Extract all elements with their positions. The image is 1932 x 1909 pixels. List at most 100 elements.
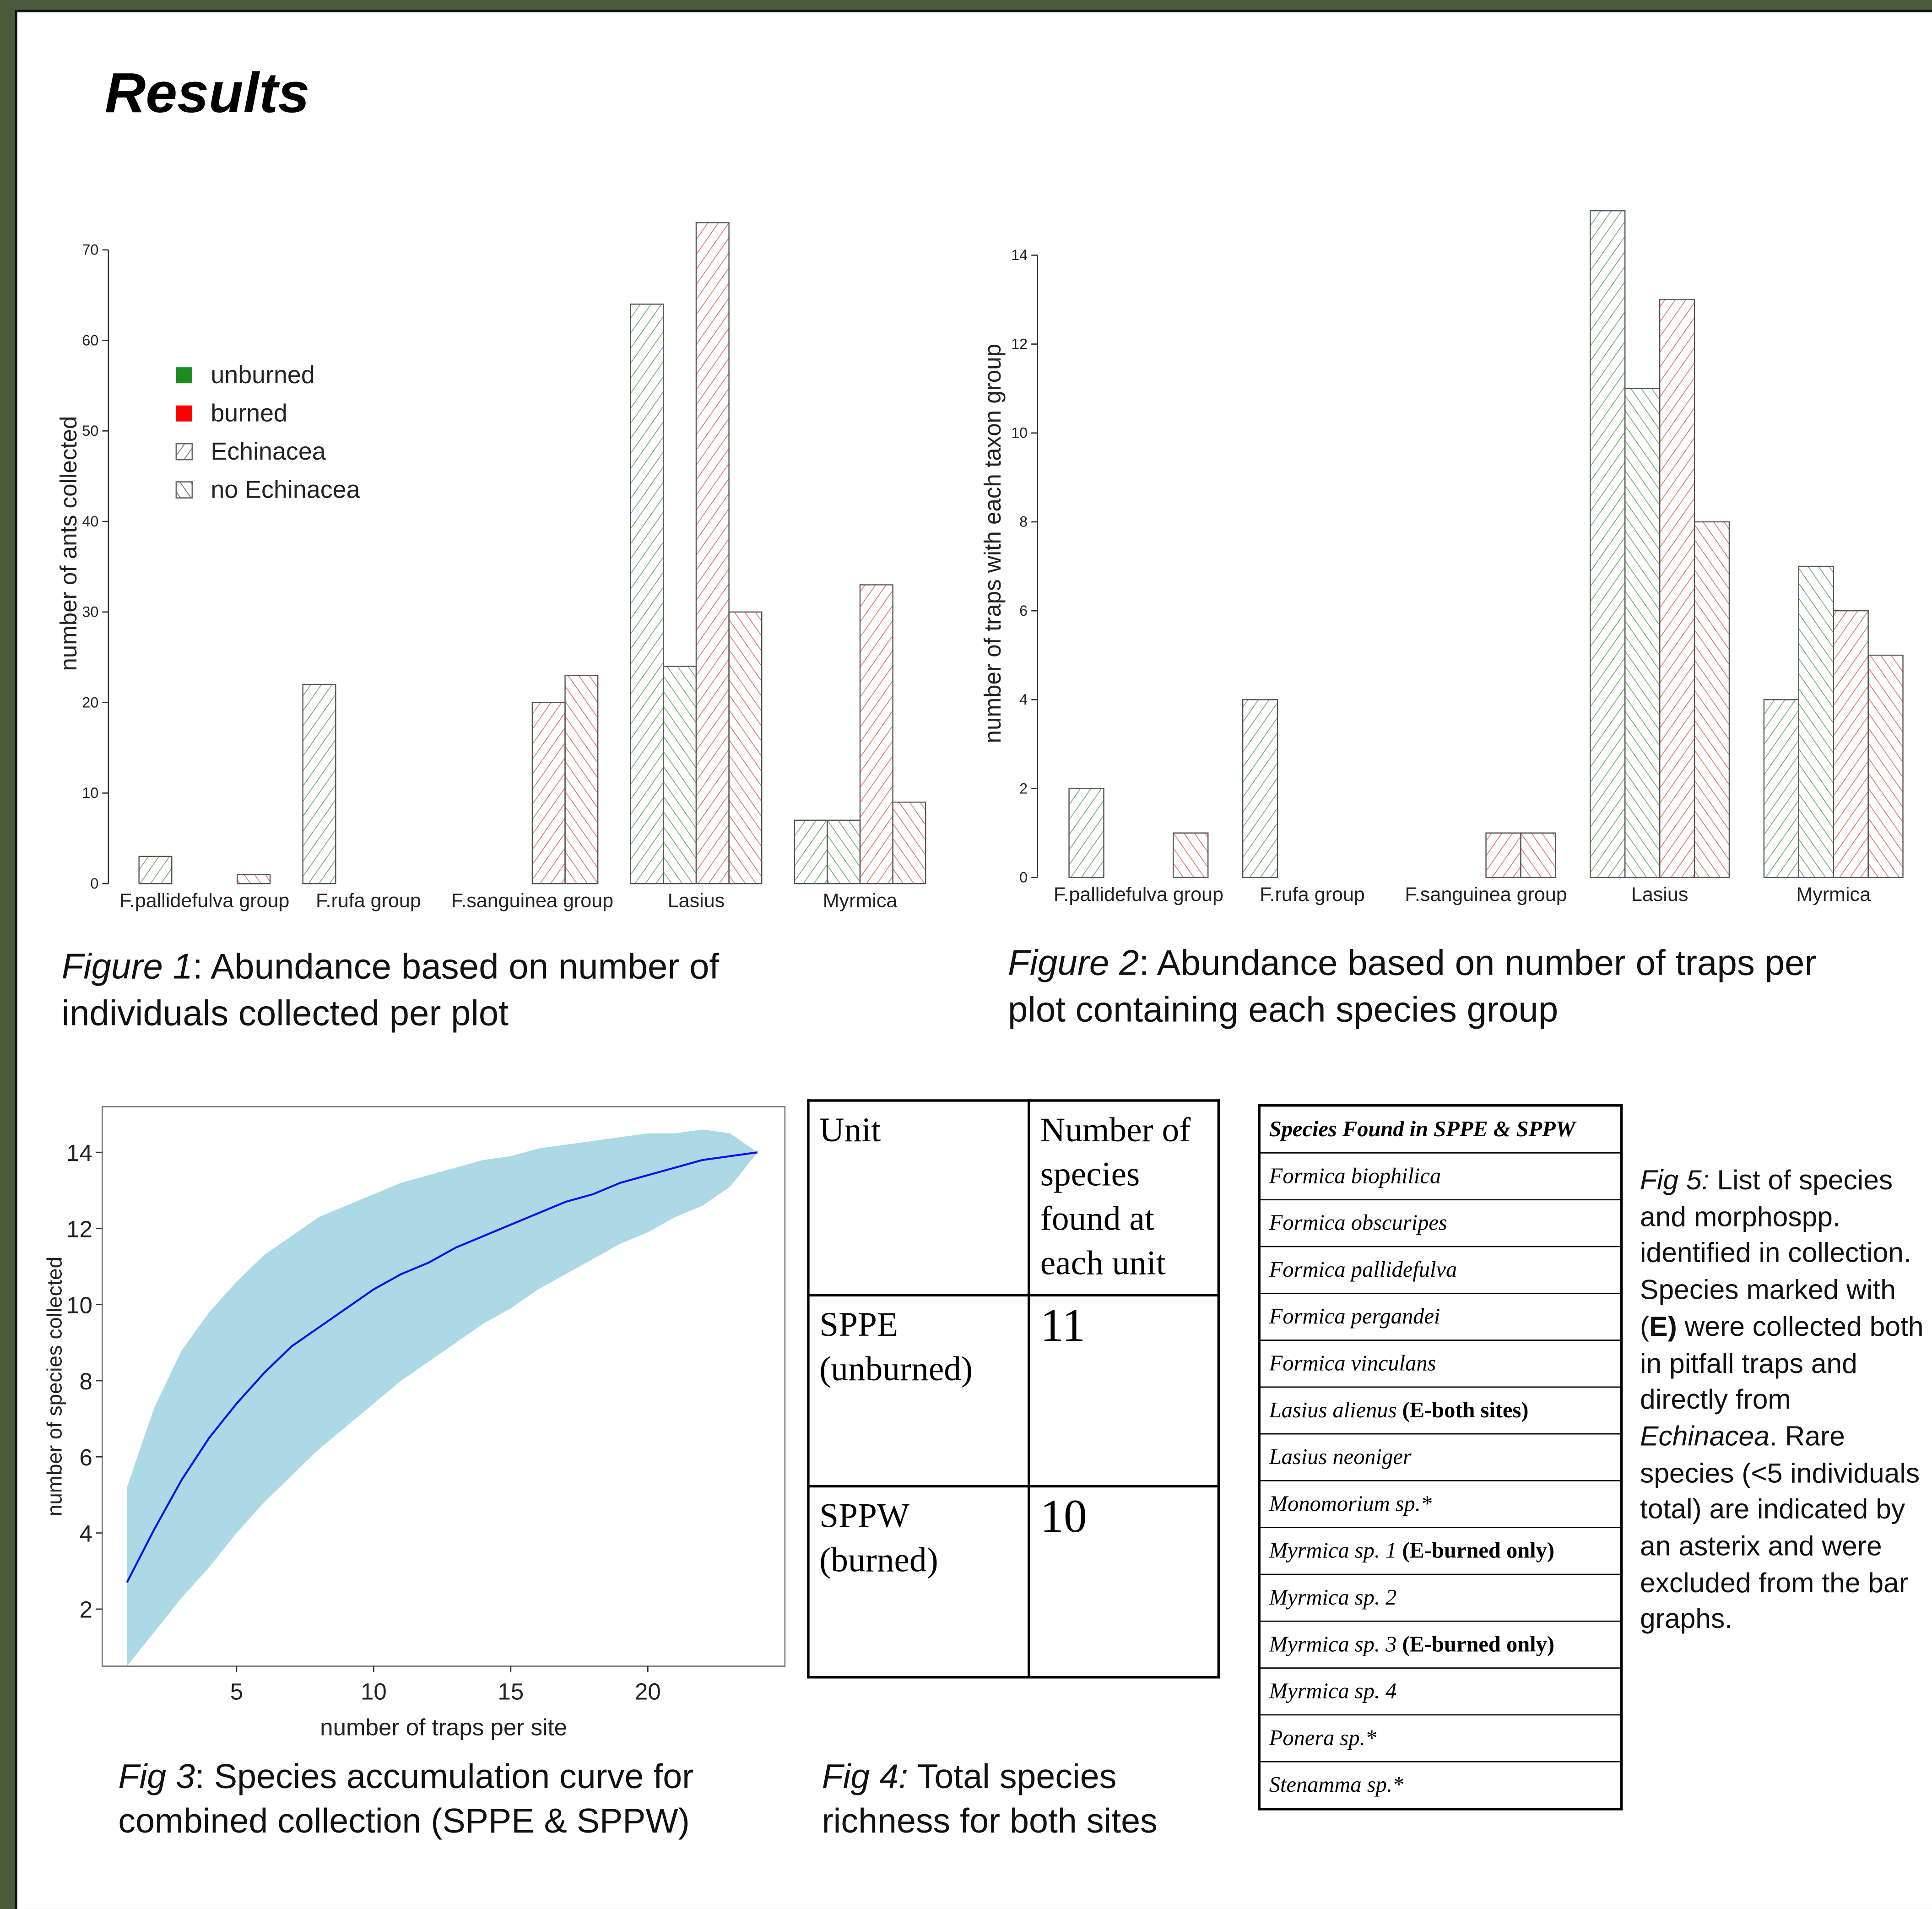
bar [1868,655,1903,877]
table-cell: Myrmica sp. 4 [1259,1668,1621,1715]
caption: Fig 4: Total species richness for both s… [822,1755,1216,1844]
table-row: Myrmica sp. 4 [1259,1668,1621,1715]
species-note: (E-burned only) [1402,1538,1554,1563]
x-tick-label: F.rufa group [316,889,421,911]
bar [237,874,270,884]
legend-swatch [176,367,192,383]
legend-label: unburned [211,361,314,389]
bar [1173,833,1208,878]
table-row: Formica pergandei [1259,1293,1621,1340]
header-cell: Unit [808,1101,1029,1295]
header-cell: Species Found in SPPE & SPPW [1259,1106,1621,1153]
bar [1764,700,1799,877]
bar [1243,700,1277,877]
caption-text: . Rare species (<5 individuals total) ar… [1640,1421,1920,1635]
species-name: Stenamma sp.* [1269,1772,1403,1797]
y-axis-label: number of ants collected [55,416,81,671]
legend-label: no Echinacea [211,476,360,504]
y-tick-label: 60 [82,332,98,348]
species-note: (E-both sites) [1402,1398,1529,1422]
caption-text: Figure 2 [1008,944,1139,983]
bar [532,703,565,884]
y-tick-label: 2 [1019,780,1028,797]
bar [1660,300,1694,878]
legend-swatch [176,406,192,422]
bar [1834,611,1868,878]
table-row: Formica biophilica [1259,1153,1621,1199]
bar [565,675,598,884]
y-tick-label: 12 [1011,336,1028,352]
caption: Fig 3: Species accumulation curve for co… [118,1755,759,1844]
x-tick-label: Lasius [1631,884,1688,906]
caption-text: E) [1649,1311,1677,1342]
table-row: Myrmica sp. 1 (E-burned only) [1259,1528,1621,1574]
y-tick-label: 70 [82,242,98,258]
caption: Figure 1: Abundance based on number of i… [62,944,813,1038]
y-tick-label: 14 [1011,247,1028,263]
table-cell: Formica obscuripes [1259,1200,1621,1247]
table-row: Species Found in SPPE & SPPW [1259,1106,1621,1153]
table-cell: Lasius alienus (E-both sites) [1259,1387,1621,1434]
caption-text: : Species accumulation curve for combine… [118,1757,693,1840]
caption: Figure 2: Abundance based on number of t… [1008,940,1870,1034]
table-cell: 11 [1029,1295,1218,1486]
x-tick-label: Myrmica [1796,884,1871,906]
y-tick-label: 14 [66,1140,92,1166]
x-tick-label: Myrmica [823,889,898,911]
caption-text: Fig 5: [1640,1165,1710,1195]
species-note: (E-burned only) [1402,1632,1554,1656]
table-row: Myrmica sp. 3 (E-burned only) [1259,1621,1621,1668]
richness-table: UnitNumber of species found at each unit… [807,1099,1220,1678]
caption-text: Fig 3 [118,1757,195,1795]
legend-swatch [176,444,192,460]
table-cell: SPPE (unburned) [808,1295,1029,1486]
bar [1590,211,1625,877]
y-tick-label: 50 [82,423,98,439]
x-tick-label: F.pallidefulva group [1054,884,1223,906]
y-tick-label: 30 [82,604,98,620]
x-tick-label: F.pallidefulva group [119,889,289,911]
bar [893,802,926,884]
species-name: Formica pergandei [1269,1304,1440,1329]
y-axis-label: number of species collected [43,1257,66,1516]
table-row: Formica vinculans [1259,1340,1621,1387]
table-cell: Myrmica sp. 1 (E-burned only) [1259,1528,1621,1574]
table-cell: Myrmica sp. 2 [1259,1574,1621,1621]
table-cell: 10 [1029,1486,1218,1677]
y-tick-label: 0 [90,875,98,892]
x-tick-label: 5 [230,1678,243,1704]
y-tick-label: 4 [79,1520,92,1546]
legend-swatch [176,482,192,498]
bar [1486,833,1521,878]
species-name: Lasius alienus [1269,1398,1397,1422]
species-name: Myrmica sp. 4 [1269,1679,1397,1703]
y-tick-label: 10 [66,1292,92,1318]
species-name: Formica biophilica [1269,1163,1441,1188]
table-cell: Formica pergandei [1259,1293,1621,1340]
table-cell: Ponera sp.* [1259,1715,1621,1762]
y-tick-label: 40 [82,513,98,530]
y-tick-label: 20 [82,694,98,710]
bar [1069,789,1104,878]
page: Results 010203040506070number of ants co… [0,0,1932,1909]
table-row: Stenamma sp.* [1259,1762,1621,1809]
legend-label: Echinacea [211,438,325,465]
bar [631,304,664,884]
bar [860,585,893,884]
bar [1799,566,1834,878]
table-cell: Formica biophilica [1259,1153,1621,1199]
x-tick-label: 10 [361,1678,387,1704]
y-tick-label: 10 [82,785,98,801]
bar [139,857,172,884]
x-tick-label: F.sanguinea group [451,889,613,911]
species-name: Myrmica sp. 1 [1269,1538,1397,1563]
table-cell: SPPW (burned) [808,1486,1029,1677]
species-name: Monomorium sp.* [1269,1491,1432,1516]
x-tick-label: F.rufa group [1260,884,1365,906]
table-row: Formica pallidefulva [1259,1247,1621,1293]
y-tick-label: 0 [1019,869,1028,885]
table-row: Monomorium sp.* [1259,1481,1621,1527]
y-tick-label: 10 [1011,425,1028,441]
table-cell: Formica pallidefulva [1259,1247,1621,1293]
